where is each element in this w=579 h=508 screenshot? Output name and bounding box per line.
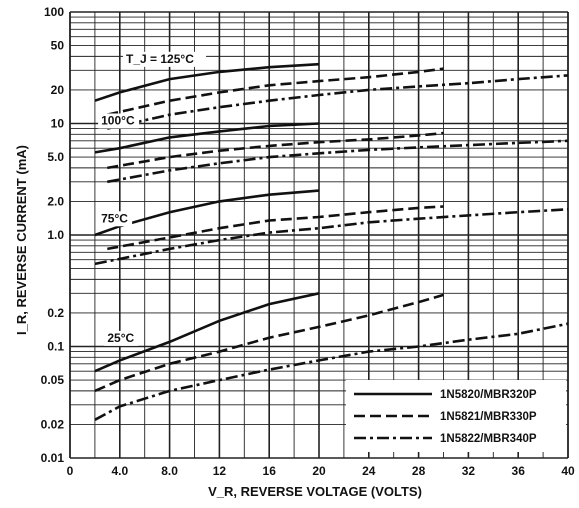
x-tick-label: 8.0 bbox=[161, 464, 178, 478]
temperature-labels: T_J = 125°C 100°C 75°C 25°C bbox=[98, 51, 207, 346]
temperature-label-bg bbox=[123, 51, 207, 67]
x-tick-label: 40 bbox=[561, 464, 575, 478]
temperature-label: T_J = 125°C bbox=[126, 52, 194, 66]
y-tick-label: 10 bbox=[51, 117, 65, 131]
series-line bbox=[94, 122, 320, 154]
x-tick-label: 28 bbox=[412, 464, 426, 478]
x-tick-label: 32 bbox=[462, 464, 476, 478]
y-axis-title: I_R, REVERSE CURRENT (mA) bbox=[14, 145, 29, 335]
y-tick-label: 2.0 bbox=[47, 194, 64, 208]
series-line bbox=[94, 292, 320, 373]
series-line bbox=[94, 189, 320, 237]
temperature-label-bg bbox=[98, 113, 140, 129]
legend-label: 1N5822/MBR340P bbox=[440, 433, 537, 445]
x-tick-label: 36 bbox=[512, 464, 526, 478]
x-tick-label: 24 bbox=[362, 464, 376, 478]
y-tick-label: 50 bbox=[51, 39, 65, 53]
y-tick-label: 1.0 bbox=[47, 228, 64, 242]
curves bbox=[94, 62, 569, 421]
temperature-label: 100°C bbox=[101, 113, 135, 127]
x-tick-label: 12 bbox=[213, 464, 227, 478]
series-line bbox=[94, 322, 569, 421]
y-tick-label: 5.0 bbox=[47, 150, 64, 164]
y-tick-labels: 100 50 20 10 5.0 2.0 1.0 0.2 0.1 0.05 0.02 0.01 bbox=[41, 5, 65, 465]
legend-label: 1N5820/MBR320P bbox=[440, 389, 537, 401]
series-line bbox=[94, 208, 569, 266]
series-line bbox=[94, 62, 320, 102]
temperature-label: 25°C bbox=[107, 331, 134, 345]
x-tick-label: 4.0 bbox=[111, 464, 128, 478]
x-tick-label: 16 bbox=[263, 464, 277, 478]
temperature-label-bg bbox=[98, 211, 133, 227]
y-tick-label: 0.2 bbox=[47, 306, 64, 320]
y-tick-label: 0.02 bbox=[41, 417, 65, 431]
temperature-label-bg bbox=[104, 330, 139, 346]
legend: 1N5820/MBR320P 1N5821/MBR330P 1N5822/MBR34… bbox=[346, 380, 566, 452]
series-line bbox=[107, 139, 569, 184]
x-tick-label: 20 bbox=[312, 464, 326, 478]
temperature-label: 75°C bbox=[101, 211, 128, 225]
x-tick-labels: 0 4.0 8.0 12 16 20 24 28 32 36 40 bbox=[67, 464, 575, 478]
legend-label: 1N5821/MBR330P bbox=[440, 411, 537, 423]
series-line bbox=[107, 205, 444, 251]
y-tick-label: 0.05 bbox=[41, 373, 65, 387]
y-tick-label: 0.1 bbox=[47, 340, 64, 354]
grid bbox=[69, 11, 569, 459]
legend-box bbox=[346, 380, 566, 452]
series-line bbox=[94, 293, 444, 393]
series-line bbox=[107, 131, 444, 170]
y-tick-label: 0.01 bbox=[41, 451, 65, 465]
x-axis-title: V_R, REVERSE VOLTAGE (VOLTS) bbox=[208, 484, 422, 499]
series-line bbox=[107, 74, 569, 130]
series-line bbox=[107, 67, 444, 116]
x-tick-label: 0 bbox=[67, 464, 74, 478]
y-tick-label: 100 bbox=[44, 5, 64, 19]
y-tick-label: 20 bbox=[51, 83, 65, 97]
